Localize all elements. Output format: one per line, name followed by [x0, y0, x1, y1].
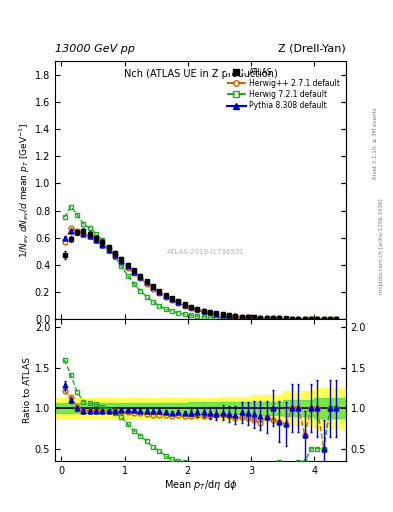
Text: mcplots.cern.ch [arXiv:1306.3436]: mcplots.cern.ch [arXiv:1306.3436] [380, 198, 384, 293]
X-axis label: Mean $p_{T}$/d$\eta$ d$\phi$: Mean $p_{T}$/d$\eta$ d$\phi$ [164, 478, 237, 493]
Text: Z (Drell-Yan): Z (Drell-Yan) [278, 44, 346, 54]
Y-axis label: $1/N_{ev}$ $dN_{ev}/d$ mean $p_T$ [GeV$^{-1}$]: $1/N_{ev}$ $dN_{ev}/d$ mean $p_T$ [GeV$^… [18, 122, 32, 258]
Text: Rivet 3.1.10, ≥ 3M events: Rivet 3.1.10, ≥ 3M events [373, 108, 378, 179]
Text: ATLAS-2019-I1736531: ATLAS-2019-I1736531 [167, 249, 245, 254]
Legend: ATLAS, Herwig++ 2.7.1 default, Herwig 7.2.1 default, Pythia 8.308 default: ATLAS, Herwig++ 2.7.1 default, Herwig 7.… [224, 65, 342, 113]
Text: 13000 GeV pp: 13000 GeV pp [55, 44, 135, 54]
Text: Nch (ATLAS UE in Z production): Nch (ATLAS UE in Z production) [123, 69, 277, 79]
Y-axis label: Ratio to ATLAS: Ratio to ATLAS [23, 357, 32, 423]
